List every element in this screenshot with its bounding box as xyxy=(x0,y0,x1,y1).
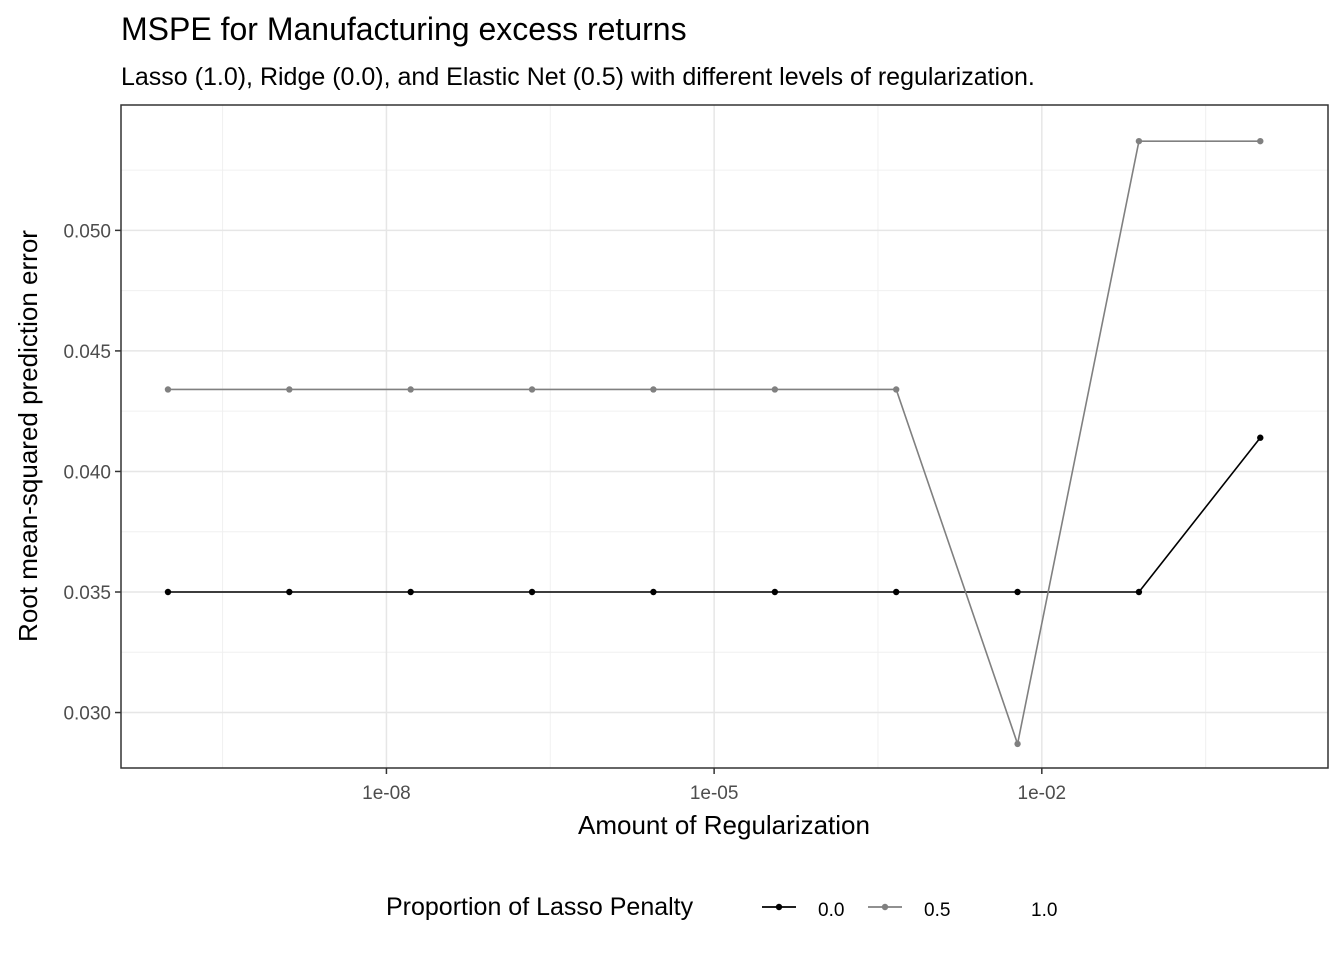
series-line xyxy=(167,140,1261,747)
data-point xyxy=(771,386,779,393)
y-tick-label: 0.045 xyxy=(63,342,111,363)
data-point xyxy=(650,588,657,596)
panel-border xyxy=(120,104,1329,769)
data-point xyxy=(407,588,414,596)
chart-subtitle: Lasso (1.0), Ridge (0.0), and Elastic Ne… xyxy=(121,63,1035,91)
x-axis-title: Amount of Regularization xyxy=(578,810,870,840)
grid-minor xyxy=(121,105,1328,768)
y-tick-label: 0.050 xyxy=(63,221,111,242)
data-point xyxy=(1257,434,1264,441)
y-tick-label: 0.040 xyxy=(63,462,111,483)
data-point xyxy=(164,386,172,393)
legend-key-point xyxy=(881,903,889,911)
y-tick-label: 0.030 xyxy=(63,704,111,725)
data-point xyxy=(650,386,657,393)
x-tick-label: 1e-08 xyxy=(362,783,411,804)
data-point xyxy=(286,588,293,596)
data-point xyxy=(164,588,172,596)
chart-title: MSPE for Manufacturing excess returns xyxy=(121,11,687,47)
y-axis-title: Root mean-squared prediction error xyxy=(13,230,43,642)
y-axis: 0.030 0.035 0.040 0.045 0.050 xyxy=(63,221,121,725)
legend: Proportion of Lasso Penalty 0.0 0.5 1.0 xyxy=(386,893,1057,921)
x-tick-label: 1e-02 xyxy=(1018,783,1067,804)
x-tick-label: 1e-05 xyxy=(690,783,739,804)
data-point xyxy=(528,386,536,393)
series-layer xyxy=(164,137,1264,748)
series-0-5 xyxy=(164,137,1264,748)
data-point xyxy=(1014,588,1021,596)
data-point xyxy=(286,386,293,393)
legend-label: 0.5 xyxy=(924,900,950,921)
legend-title: Proportion of Lasso Penalty xyxy=(386,893,694,921)
data-point xyxy=(1135,588,1143,596)
data-point xyxy=(407,386,414,393)
series-line xyxy=(167,437,1261,593)
x-axis: 1e-08 1e-05 1e-02 xyxy=(362,768,1066,804)
data-point xyxy=(1014,740,1021,748)
legend-key-point xyxy=(775,903,783,911)
series-0-0 xyxy=(164,434,1264,596)
data-point xyxy=(893,588,900,596)
data-point xyxy=(893,386,900,393)
legend-key-point xyxy=(988,903,996,911)
data-point xyxy=(1257,137,1264,145)
legend-label: 1.0 xyxy=(1031,900,1057,921)
plot-panel xyxy=(121,105,1328,768)
data-point xyxy=(771,588,779,596)
data-point xyxy=(528,588,536,596)
data-point xyxy=(1135,137,1143,145)
y-tick-label: 0.035 xyxy=(63,583,111,604)
legend-label: 0.0 xyxy=(818,900,844,921)
